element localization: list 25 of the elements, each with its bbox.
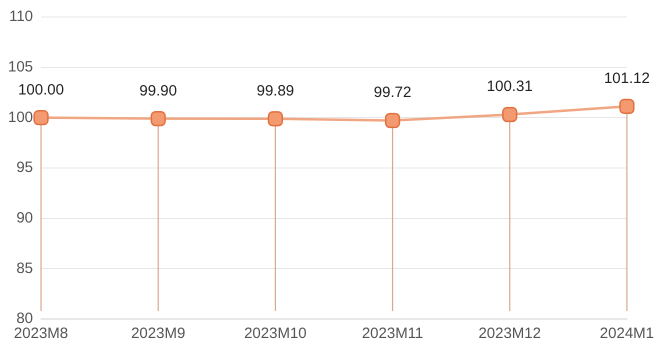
y-tick-label: 95 — [16, 159, 34, 176]
point — [384, 112, 400, 128]
y-tick-label: 100 — [8, 108, 34, 126]
point — [33, 110, 49, 126]
y-tick-label: 85 — [16, 260, 34, 277]
y-tick-label: 90 — [16, 209, 34, 226]
point — [150, 111, 166, 126]
x-tick-label: 2023M11 — [362, 325, 424, 342]
point — [619, 98, 635, 114]
text: 101.12 — [604, 70, 650, 88]
x-tick-label: 2023M8 — [14, 325, 68, 342]
text: 99.89 — [256, 82, 294, 100]
point — [502, 106, 518, 122]
x-tick-label: 2023M12 — [478, 325, 542, 342]
y-tick-label: 105 — [8, 58, 34, 76]
x-tick-label: 2023M10 — [244, 325, 307, 342]
y-tick-label: 80 — [16, 310, 34, 328]
x-tick-label: 2023M9 — [131, 325, 186, 342]
text: 100.31 — [486, 78, 533, 96]
text: 99.90 — [139, 82, 177, 100]
text: 99.72 — [374, 84, 412, 102]
text: 100.00 — [18, 81, 64, 98]
x-tick-label: 2024M1 — [600, 325, 654, 342]
point — [268, 111, 283, 126]
y-tick-label: 110 — [9, 8, 34, 26]
